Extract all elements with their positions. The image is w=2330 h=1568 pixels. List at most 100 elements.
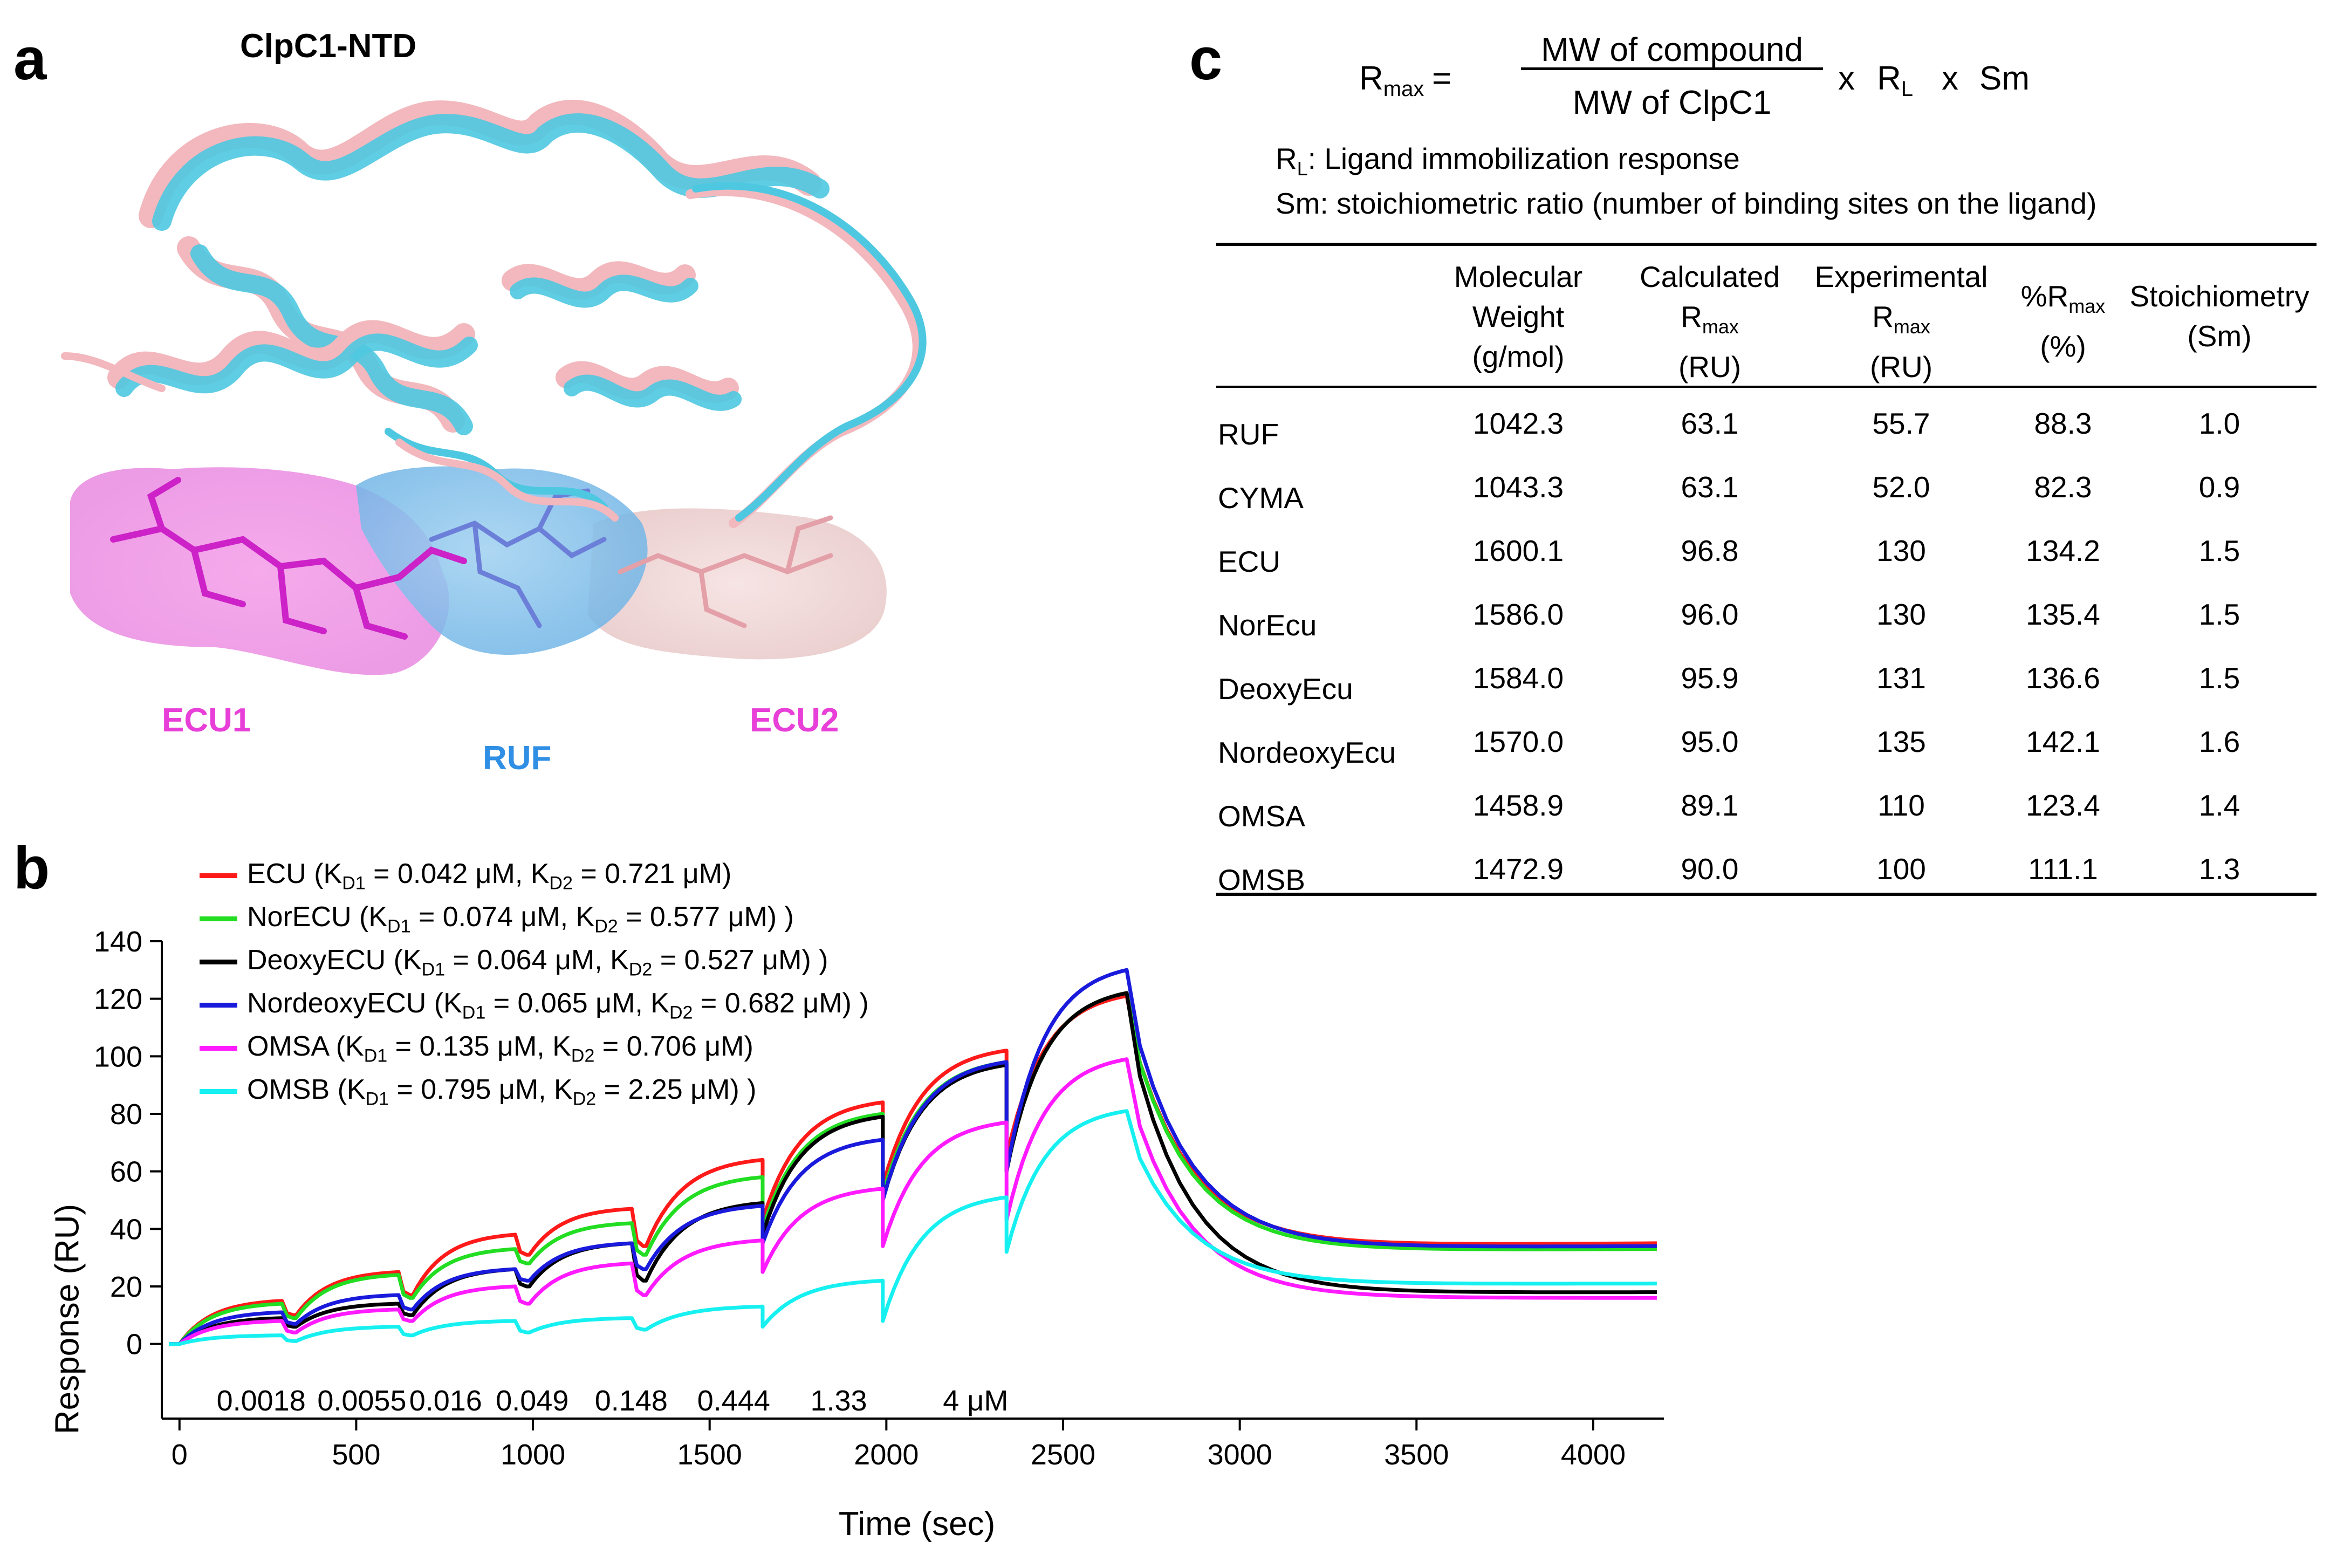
header-molecular-weight: Molecular Weight (g/mol) <box>1445 257 1591 376</box>
legend-swatch <box>200 873 237 878</box>
concentration-label: 0.049 <box>496 1385 568 1417</box>
table-cell-sm: 1.5 <box>2198 598 2240 631</box>
table-cell-calc: 96.8 <box>1681 534 1739 567</box>
legend-label: OMSA (KD1 = 0.135 μM, KD2 = 0.706 μM) <box>247 1031 753 1066</box>
table-row-label: DeoxyEcu <box>1218 672 1353 706</box>
table-cell-pct: 134.2 <box>2026 534 2100 567</box>
header-calc-sub: max <box>1702 316 1739 338</box>
table-cell-sm: 0.9 <box>2198 470 2240 504</box>
table-cell-calc: 95.0 <box>1681 725 1739 758</box>
ecu2-sticks <box>618 515 833 628</box>
x-tick-label: 1500 <box>677 1439 742 1471</box>
header-calc-line2: Rmax <box>1629 297 1791 347</box>
note-rl-main: R <box>1276 142 1297 175</box>
y-tick-label: 100 <box>94 1040 142 1073</box>
ruf-surface <box>356 466 648 655</box>
table-cell-calc: 89.1 <box>1681 789 1739 822</box>
table-row-label: OMSA <box>1218 799 1305 833</box>
x-tick-label: 4000 <box>1561 1439 1626 1471</box>
header-mw-line3: (g/mol) <box>1472 340 1565 373</box>
table-cell-mw: 1570.0 <box>1472 725 1564 758</box>
header-calc-line1: Calculated <box>1640 260 1780 293</box>
note-rl-sub: L <box>1297 158 1308 180</box>
y-tick-label: 80 <box>110 1098 142 1131</box>
header-calc-line3: (RU) <box>1678 350 1742 384</box>
equation-rl: RL <box>1877 62 1913 100</box>
equation-rl-sub: L <box>1901 77 1914 101</box>
table-cell-exp: 131 <box>1876 661 1926 695</box>
equation-numerator: MW of compound <box>1541 31 1803 69</box>
table-row-label: CYMA <box>1218 481 1304 515</box>
legend-item-omsa: OMSA (KD1 = 0.135 μM, KD2 = 0.706 μM) <box>200 1028 753 1066</box>
table-cell-calc: 90.0 <box>1681 852 1739 886</box>
header-exp-line1: Experimental <box>1814 260 1988 293</box>
table-cell-mw: 1586.0 <box>1472 598 1564 631</box>
y-tick-label: 20 <box>110 1271 142 1303</box>
table-row-label: ECU <box>1218 545 1281 578</box>
note-rl: RL: Ligand immobilization response <box>1276 141 1740 180</box>
table-cell-sm: 1.4 <box>2198 789 2240 822</box>
table-cell-pct: 88.3 <box>2034 407 2092 440</box>
legend-swatch <box>200 1088 237 1094</box>
table-cell-pct: 142.1 <box>2026 725 2100 758</box>
series-line-nordeoxyecu <box>169 968 1657 1346</box>
table-row-label: OMSB <box>1218 863 1305 896</box>
table-cell-exp: 100 <box>1876 852 1926 886</box>
y-tick-label: 140 <box>94 926 142 958</box>
header-pct-line1: %Rmax <box>2006 276 2120 326</box>
table-bottom-rule <box>1216 893 2317 896</box>
panel-c-letter: c <box>1189 26 1223 92</box>
table-cell-sm: 1.5 <box>2198 534 2240 567</box>
table-cell-pct: 123.4 <box>2026 789 2100 822</box>
table-cell-mw: 1472.9 <box>1472 852 1564 886</box>
equation-lhs: Rmax <box>1359 62 1424 100</box>
table-cell-calc: 63.1 <box>1681 407 1739 440</box>
header-stoichiometry: Stoichiometry (Sm) <box>2128 276 2311 356</box>
table-header-rule <box>1216 386 2317 388</box>
table-cell-sm: 1.3 <box>2198 852 2240 886</box>
series-line-omsb <box>169 1109 1657 1346</box>
table-cell-sm: 1.0 <box>2198 407 2240 440</box>
header-exp-main: R <box>1872 300 1894 333</box>
panel-a-letter: a <box>13 26 47 92</box>
table-cell-sm: 1.5 <box>2198 661 2240 695</box>
legend-label: NordeoxyECU (KD1 = 0.065 μM, KD2 = 0.682… <box>247 988 869 1023</box>
equation-times-2: x <box>1942 60 1958 97</box>
legend-item-ecu: ECU (KD1 = 0.042 μM, KD2 = 0.721 μM) <box>200 855 731 893</box>
header-stoich-line1: Stoichiometry <box>2129 279 2310 313</box>
y-tick-label: 0 <box>126 1329 142 1361</box>
table-cell-calc: 95.9 <box>1681 661 1739 695</box>
x-tick-label: 500 <box>332 1439 380 1471</box>
header-stoich-line2: (Sm) <box>2187 319 2252 353</box>
y-tick-label: 60 <box>110 1156 142 1188</box>
header-pct-prefix: %R <box>2020 279 2069 313</box>
table-cell-pct: 136.6 <box>2026 661 2100 695</box>
concentration-label: 0.148 <box>595 1385 668 1417</box>
note-sm: Sm: stoichiometric ratio (number of bind… <box>1276 187 2097 220</box>
table-top-rule <box>1216 243 2317 246</box>
table-cell-mw: 1600.1 <box>1472 534 1564 567</box>
legend-item-norecu: NorECU (KD1 = 0.074 μM, KD2 = 0.577 μM) … <box>200 898 794 936</box>
ruf-label: RUF <box>483 740 552 777</box>
panel-a-title: ClpC1-NTD <box>240 28 417 65</box>
legend-label: DeoxyECU (KD1 = 0.064 μM, KD2 = 0.527 μM… <box>247 944 828 980</box>
equation-rl-main: R <box>1877 60 1901 97</box>
table-cell-pct: 135.4 <box>2026 598 2100 631</box>
table-cell-exp: 55.7 <box>1872 407 1930 440</box>
protein-structure-illustration <box>61 99 927 675</box>
concentration-label: 1.33 <box>810 1385 867 1417</box>
table-cell-calc: 63.1 <box>1681 470 1739 504</box>
table-cell-mw: 1458.9 <box>1472 789 1564 822</box>
table-cell-mw: 1584.0 <box>1472 661 1564 695</box>
equation-equals: = <box>1432 60 1452 97</box>
table-cell-exp: 130 <box>1876 598 1926 631</box>
header-exp-sub: max <box>1893 316 1930 338</box>
equation-times-1: x <box>1838 60 1855 97</box>
header-experimental-rmax: Experimental Rmax (RU) <box>1801 257 2001 387</box>
x-tick-label: 2000 <box>854 1439 919 1471</box>
equation-sm: Sm <box>1979 60 2030 97</box>
legend-item-nordeoxyecu: NordeoxyECU (KD1 = 0.065 μM, KD2 = 0.682… <box>200 984 869 1023</box>
header-pct-sub: max <box>2068 295 2106 317</box>
header-mw-line1: Molecular <box>1454 260 1583 293</box>
